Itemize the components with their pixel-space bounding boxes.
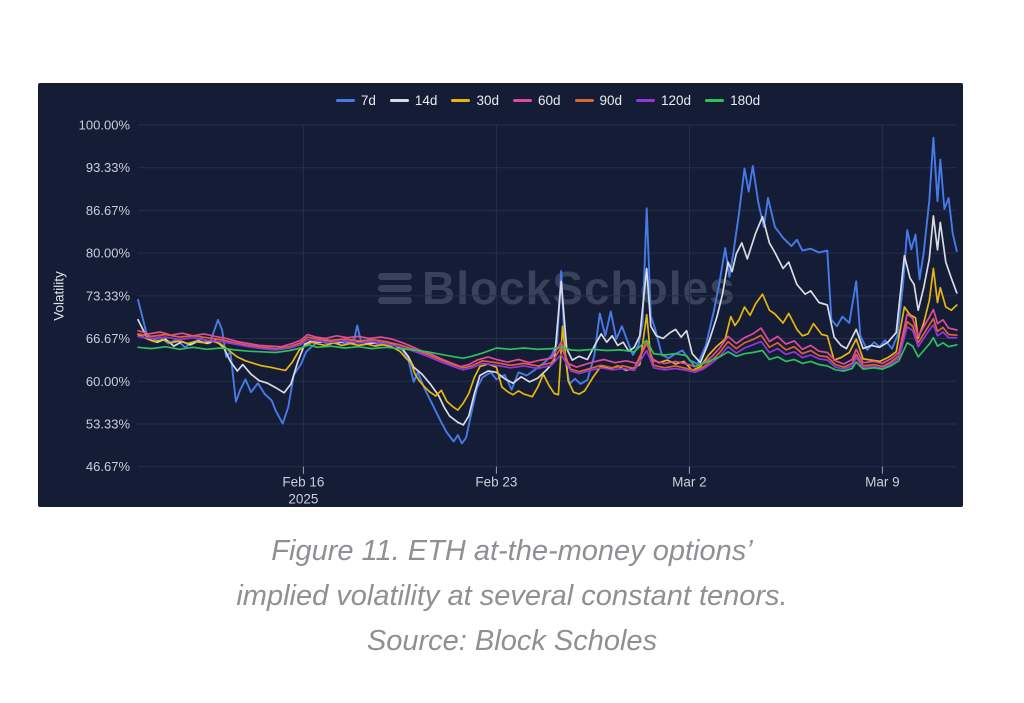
x-tick-label: Feb 16 bbox=[282, 475, 324, 490]
series-line-120d bbox=[137, 324, 958, 375]
legend-label: 7d bbox=[360, 92, 376, 108]
series-line-14d bbox=[137, 215, 958, 426]
legend-item-180d[interactable]: 180d bbox=[705, 93, 760, 108]
legend-item-30d[interactable]: 30d bbox=[451, 93, 499, 108]
chart-legend: 7d 14d 30d 60d 90d 120d 180d bbox=[138, 89, 958, 111]
legend-swatch-180d bbox=[705, 98, 725, 102]
y-tick-label: 93.33% bbox=[86, 160, 131, 175]
y-tick-label: 53.33% bbox=[86, 417, 131, 432]
legend-swatch-30d bbox=[451, 98, 471, 102]
legend-item-14d[interactable]: 14d bbox=[389, 92, 438, 108]
series-line-60d bbox=[137, 308, 958, 369]
legend-item-60d[interactable]: 60d bbox=[512, 92, 561, 108]
volatility-chart-panel: 7d 14d 30d 60d 90d 120d 180d BlockScholes 100.… bbox=[38, 83, 963, 507]
y-tick-label: 100.00% bbox=[79, 118, 131, 133]
blockscholes-watermark: BlockScholes bbox=[378, 261, 736, 315]
legend-label: 30d bbox=[476, 92, 499, 108]
x-tick-label: Feb 23 bbox=[475, 475, 517, 490]
legend-swatch-60d bbox=[512, 98, 532, 102]
legend-label: 60d bbox=[537, 92, 561, 108]
legend-label: 180d bbox=[730, 92, 761, 108]
figure-caption: Figure 11. ETH at-the-money options’ imp… bbox=[0, 529, 1024, 664]
y-tick-label: 73.33% bbox=[86, 288, 131, 303]
y-tick-label: 80.00% bbox=[86, 246, 131, 261]
y-tick-label: 60.00% bbox=[86, 374, 131, 389]
y-tick-label: 66.67% bbox=[86, 331, 131, 346]
legend-swatch-14d bbox=[389, 98, 409, 102]
legend-label: 120d bbox=[661, 92, 692, 108]
legend-item-7d[interactable]: 7d bbox=[335, 92, 376, 108]
caption-line-3: Source: Block Scholes bbox=[366, 625, 658, 657]
x-tick-label: Mar 9 bbox=[865, 475, 900, 490]
legend-swatch-7d bbox=[335, 98, 355, 102]
legend-swatch-120d bbox=[636, 98, 656, 102]
series-line-7d bbox=[137, 136, 958, 445]
volatility-line-chart: 100.00% 93.33% 86.67% 80.00% 73.33% 66.67% 60.… bbox=[79, 118, 958, 507]
legend-label: 90d bbox=[599, 92, 623, 108]
y-tick-label: 86.67% bbox=[86, 203, 131, 218]
x-tick-label: Mar 2 bbox=[672, 475, 707, 490]
legend-label: 14d bbox=[414, 92, 438, 108]
caption-line-1: Figure 11. ETH at-the-money options’ bbox=[271, 535, 753, 567]
watermark-text: BlockScholes bbox=[422, 262, 736, 314]
x-tick-sublabel: 2025 bbox=[288, 492, 318, 507]
y-tick-label: 46.67% bbox=[86, 459, 131, 474]
series-line-90d bbox=[137, 317, 958, 373]
legend-item-90d[interactable]: 90d bbox=[574, 92, 623, 108]
series-line-180d bbox=[137, 336, 958, 372]
legend-item-120d[interactable]: 120d bbox=[636, 93, 691, 108]
legend-swatch-90d bbox=[574, 98, 594, 102]
caption-line-2: implied volatility at several constant t… bbox=[236, 580, 788, 612]
blockscholes-logo-icon bbox=[378, 272, 412, 304]
y-axis-title: Volatility bbox=[51, 271, 67, 321]
